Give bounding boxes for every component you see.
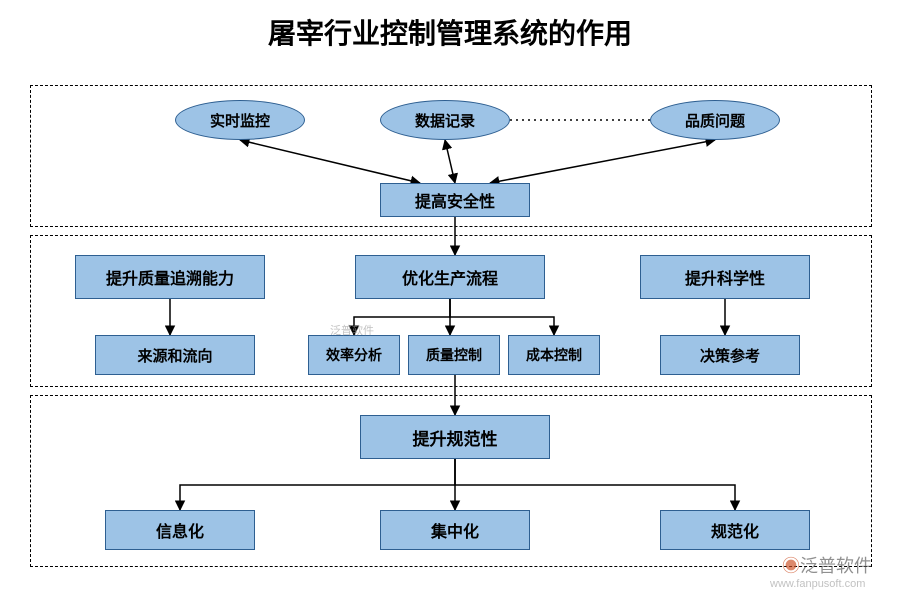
- watermark-mid: 泛普软件: [330, 322, 374, 338]
- node-std: 规范化: [660, 510, 810, 550]
- node-science: 提升科学性: [640, 255, 810, 299]
- node-label: 提升科学性: [685, 265, 765, 289]
- node-label: 质量控制: [426, 345, 482, 365]
- node-label: 优化生产流程: [402, 265, 498, 289]
- node-norm: 提升规范性: [360, 415, 550, 459]
- node-cost: 成本控制: [508, 335, 600, 375]
- node-label: 提升规范性: [413, 425, 498, 450]
- node-label: 决策参考: [700, 345, 760, 366]
- node-label: 效率分析: [326, 345, 382, 365]
- node-label: 实时监控: [210, 110, 270, 131]
- node-eff: 效率分析: [308, 335, 400, 375]
- node-trace: 提升质量追溯能力: [75, 255, 265, 299]
- node-data-record: 数据记录: [380, 100, 510, 140]
- node-label: 信息化: [156, 518, 204, 542]
- node-realtime-monitor: 实时监控: [175, 100, 305, 140]
- watermark-logo: ◉泛普软件: [782, 552, 872, 578]
- watermark-url: www.fanpusoft.com: [770, 578, 865, 590]
- node-label: 提高安全性: [415, 188, 495, 212]
- node-label: 规范化: [711, 518, 759, 542]
- diagram-stage: 屠宰行业控制管理系统的作用 实时监控 数据记录 品质问题 提高安全性 提升质量追…: [0, 0, 900, 600]
- node-optimize: 优化生产流程: [355, 255, 545, 299]
- node-safety: 提高安全性: [380, 183, 530, 217]
- node-label: 品质问题: [685, 110, 745, 131]
- node-label: 集中化: [431, 518, 479, 542]
- page-title: 屠宰行业控制管理系统的作用: [170, 12, 730, 52]
- node-label: 来源和流向: [137, 345, 212, 366]
- node-label: 提升质量追溯能力: [106, 265, 234, 289]
- node-quality-issue: 品质问题: [650, 100, 780, 140]
- watermark-logo-text: 泛普软件: [800, 556, 872, 576]
- node-label: 成本控制: [526, 345, 582, 365]
- node-central: 集中化: [380, 510, 530, 550]
- node-decision: 决策参考: [660, 335, 800, 375]
- node-info: 信息化: [105, 510, 255, 550]
- node-source: 来源和流向: [95, 335, 255, 375]
- node-qc: 质量控制: [408, 335, 500, 375]
- node-label: 数据记录: [415, 110, 475, 131]
